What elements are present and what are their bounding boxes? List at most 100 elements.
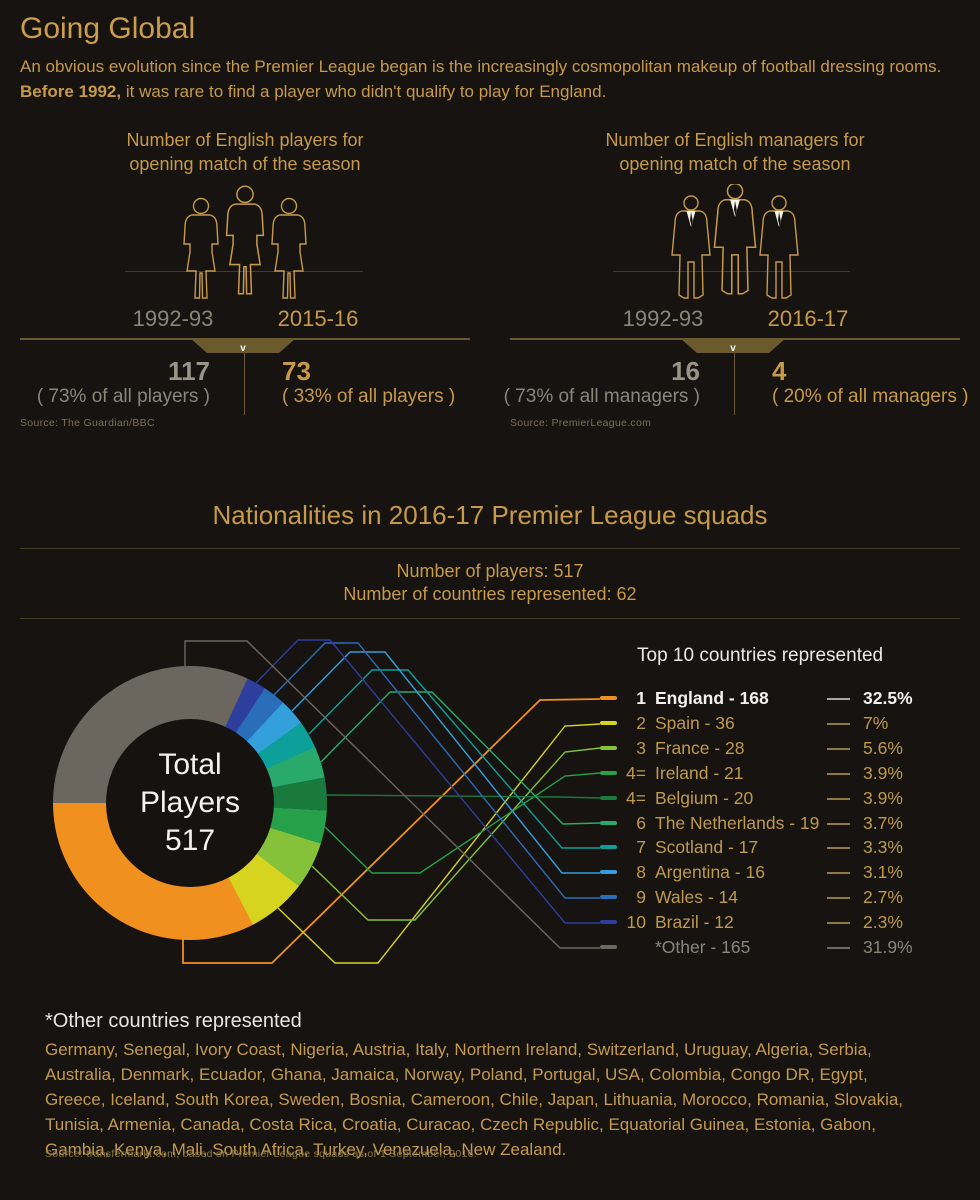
- connector-line-ireland: [324, 772, 601, 874]
- legend-row: *Other - 165 31.9%: [560, 936, 980, 960]
- players-vertical-divider: [244, 353, 245, 415]
- players-source: Source: The Guardian/BBC: [20, 417, 155, 429]
- connector-line-england: [182, 698, 601, 964]
- legend-dash: [827, 698, 850, 700]
- managers-source: Source: PremierLeague.com: [510, 417, 652, 429]
- legend-country: Wales - 14: [655, 887, 738, 908]
- legend-country: The Netherlands - 19: [655, 812, 820, 833]
- legend-color-tick: [600, 795, 617, 800]
- connector-line-argentina: [291, 651, 600, 874]
- donut-center-line2: Players: [139, 786, 241, 819]
- legend-rank: 7: [636, 837, 646, 858]
- players-caption-1992: ( 73% of all players ): [36, 386, 210, 407]
- player-silhouettes-icon: [168, 184, 322, 308]
- legend-percent: 3.3%: [863, 837, 903, 858]
- legend-percent: 2.3%: [863, 912, 903, 933]
- legend-rank: 2: [636, 712, 646, 733]
- legend-color-tick: [600, 945, 617, 949]
- legend-country: Spain - 36: [655, 712, 735, 733]
- legend-percent: 5.6%: [863, 737, 903, 758]
- legend-row: 1 England - 168 32.5%: [560, 687, 980, 711]
- legend-dash: [827, 947, 850, 949]
- legend-row: 7 Scotland - 17 3.3%: [560, 836, 980, 860]
- managers-title-line1: Number of English managers for: [605, 130, 865, 150]
- legend-percent: 2.7%: [863, 887, 903, 908]
- other-countries-title: *Other countries represented: [45, 1010, 302, 1032]
- managers-vs-badge: v: [680, 338, 786, 353]
- connector-line-brazil: [255, 639, 600, 924]
- other-countries-list: Germany, Senegal, Ivory Coast, Nigeria, …: [45, 1040, 904, 1159]
- legend-country: Scotland - 17: [655, 837, 759, 858]
- legend-dash: [827, 772, 850, 775]
- managers-title-line2: opening match of the season: [619, 154, 851, 174]
- legend-percent: 31.9%: [863, 937, 913, 957]
- intro-bold: Before 1992,: [20, 82, 122, 101]
- players-year-2015: 2015-16: [277, 306, 359, 331]
- nationalities-chart: Total Players 517 Top 10 countries repre…: [0, 615, 980, 995]
- legend-row: 9 Wales - 14 2.7%: [560, 886, 980, 910]
- legend-rank: 8: [636, 862, 646, 883]
- legend-rank: 6: [636, 812, 646, 833]
- donut-center-label: Total Players 517: [106, 719, 274, 887]
- players-panel-title: Number of English players for opening ma…: [45, 128, 445, 176]
- legend-color-tick: [600, 870, 617, 875]
- players-title-line2: opening match of the season: [129, 154, 361, 174]
- intro-part2: it was rare to find a player who didn't …: [121, 82, 607, 101]
- legend-country: France - 28: [655, 737, 745, 758]
- players-title-line1: Number of English players for: [126, 130, 364, 150]
- connector-line-wales: [273, 642, 600, 899]
- players-vs-badge: v: [190, 338, 296, 353]
- nationalities-title: Nationalities in 2016-17 Premier League …: [212, 500, 768, 530]
- legend-dash: [827, 872, 850, 875]
- legend-country: Argentina - 16: [655, 862, 765, 883]
- legend-country: England - 168: [655, 688, 769, 708]
- managers-vs-label: v: [730, 343, 736, 354]
- legend-row: 2 Spain - 36 7%: [560, 712, 980, 736]
- managers-year-2016: 2016-17: [767, 306, 849, 331]
- managers-panel: Number of English managers for opening m…: [490, 120, 980, 442]
- legend-color-tick: [600, 920, 617, 925]
- legend-color-tick: [600, 696, 617, 700]
- managers-caption-2016: ( 20% of all managers ): [772, 386, 969, 407]
- separator-line-top: [20, 548, 960, 549]
- connector-line-other: [184, 640, 600, 949]
- legend-row: 4= Belgium - 20 3.9%: [560, 787, 980, 811]
- managers-value-2016: 4: [772, 356, 787, 386]
- legend-dash: [827, 897, 850, 900]
- intro-text: An obvious evolution since the Premier L…: [20, 54, 945, 104]
- page-title: Going Global: [20, 12, 196, 45]
- managers-value-1992: 16: [671, 356, 700, 386]
- players-year-1992: 1992-93: [132, 306, 214, 331]
- legend-percent: 3.9%: [863, 762, 903, 783]
- legend-color-tick: [600, 745, 617, 750]
- legend-dash: [827, 922, 850, 925]
- nationalities-counts: Number of players: 517 Number of countri…: [0, 560, 980, 606]
- legend-dash: [827, 747, 850, 750]
- legend-title: Top 10 countries represented: [637, 645, 884, 666]
- donut-center-line1: Total: [158, 748, 222, 781]
- connector-line-thenetherlands: [320, 691, 601, 825]
- legend-color-tick: [600, 720, 617, 725]
- legend-rank: 4=: [626, 762, 646, 783]
- connector-lines: [182, 639, 601, 964]
- legend-dash: [827, 822, 850, 825]
- legend-row: 8 Argentina - 16 3.1%: [560, 861, 980, 885]
- legend-country: Brazil - 12: [655, 912, 734, 933]
- players-value-2015: 73: [282, 356, 311, 386]
- donut-center-line3: 517: [164, 824, 216, 857]
- legend-percent: 3.7%: [863, 812, 903, 833]
- legend-country: Ireland - 21: [655, 762, 744, 783]
- players-vs-label: v: [240, 343, 246, 354]
- legend-rank: 9: [636, 887, 646, 908]
- legend-dash: [827, 722, 850, 725]
- legend-country: Belgium - 20: [655, 787, 754, 808]
- bottom-source: Source: transfermarkt.com, based on Prem…: [45, 1148, 477, 1160]
- managers-caption-1992: ( 73% of all managers ): [503, 386, 700, 407]
- connector-line-scotland: [308, 669, 600, 849]
- legend-color-tick: [600, 845, 617, 850]
- legend-color-tick: [600, 770, 617, 775]
- legend-row: 4= Ireland - 21 3.9%: [560, 762, 980, 786]
- managers-vertical-divider: [734, 353, 735, 415]
- legend-percent: 32.5%: [863, 688, 913, 708]
- legend-rank: 3: [636, 737, 646, 758]
